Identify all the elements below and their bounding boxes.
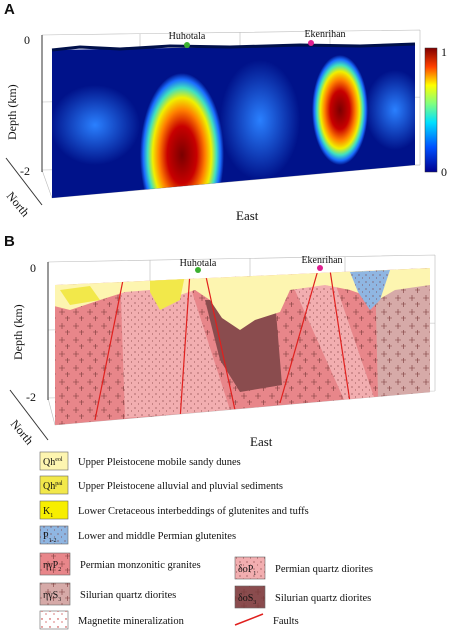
symbol-base: Qh	[43, 481, 55, 492]
symbol-sub: 3	[253, 600, 256, 606]
symbol-base: Qh	[43, 457, 55, 468]
legend-text: Permian quartz diorites	[275, 564, 373, 575]
faults	[94, 269, 351, 421]
legend-pattern	[40, 553, 70, 575]
depth-bottom: -2	[26, 390, 36, 404]
legend-text: Silurian quartz diorites	[275, 593, 371, 604]
legend-text: Lower and middle Permian glutenites	[78, 531, 236, 542]
colorbar-max: 1	[441, 45, 447, 59]
legend-text: Faults	[273, 616, 299, 627]
symbol-base: δoS	[238, 593, 253, 604]
symbol-base: δoP	[238, 564, 254, 575]
legend-swatch	[39, 451, 69, 471]
panel-label: B	[4, 233, 15, 250]
symbol-sup: pal	[55, 481, 63, 487]
y-axis-label: Depth (km)	[11, 304, 25, 360]
legend-pattern	[40, 611, 68, 629]
legend-pattern	[40, 583, 70, 605]
geologic-section	[55, 268, 430, 425]
legend-swatch	[234, 613, 264, 626]
symbol-base: P	[43, 531, 49, 542]
east-label: East	[236, 208, 259, 223]
legend-symbol: P1-2	[43, 531, 57, 544]
legend-pattern	[235, 557, 265, 579]
legend-swatch	[39, 500, 69, 520]
legend-text: Permian monzonitic granites	[80, 560, 201, 571]
legend-text: Magnetite mineralization	[78, 616, 185, 627]
legend-symbol: δoS3	[238, 593, 256, 606]
north-label: North	[8, 417, 37, 447]
site-label: Ekenrihan	[304, 29, 345, 40]
panel-b: B 0 -2 Depth (km) North East Huhotala Ek…	[4, 233, 436, 449]
panel-label: A	[4, 1, 15, 18]
symbol-base: ηγS	[43, 590, 58, 601]
symbol-base: ηγP	[43, 560, 59, 571]
depth-zero: 0	[24, 33, 30, 47]
y-axis-label: Depth (km)	[5, 84, 19, 140]
depth-zero: 0	[30, 261, 36, 275]
site-marker	[195, 267, 201, 273]
legend: Qheol Upper Pleistocene mobile sandy dune…	[39, 451, 373, 630]
legend-pattern	[40, 526, 68, 544]
colorbar-min: 0	[441, 165, 447, 179]
legend-pattern	[235, 586, 265, 608]
symbol-base: K	[43, 506, 51, 517]
legend-symbol: Qhpal	[43, 481, 63, 492]
site-label: Huhotala	[169, 31, 206, 42]
legend-symbol: ηγP2	[43, 560, 61, 573]
topography	[51, 42, 416, 52]
legend-swatch	[39, 475, 69, 495]
site-marker	[184, 42, 190, 48]
symbol-sub: 1	[253, 571, 256, 577]
site-label: Huhotala	[180, 258, 217, 269]
north-label: North	[4, 189, 33, 219]
symbol-sub: 1-2	[49, 538, 57, 544]
legend-text: Lower Cretaceous interbeddings of gluten…	[78, 506, 309, 517]
resistivity-section	[52, 44, 415, 198]
legend-symbol: K1	[43, 506, 53, 519]
north-axis	[9, 389, 49, 441]
colorbar	[424, 47, 438, 173]
legend-text: Upper Pleistocene mobile sandy dunes	[78, 457, 241, 468]
depth-bottom: -2	[20, 164, 30, 178]
north-axis	[5, 157, 43, 206]
symbol-sub: 3	[58, 597, 61, 603]
symbol-sup: eol	[55, 457, 63, 463]
legend-symbol: ηγS3	[43, 590, 61, 603]
site-label: Ekenrihan	[301, 255, 342, 266]
site-marker	[317, 265, 323, 271]
symbol-sub: 1	[50, 513, 53, 519]
legend-symbol: Qheol	[43, 457, 63, 468]
site-marker	[308, 40, 314, 46]
legend-text: Upper Pleistocene alluvial and pluvial s…	[78, 481, 283, 492]
east-label: East	[250, 434, 273, 449]
panel-a: A 0 -2 Depth (km) North East Huhotala Ek…	[4, 1, 447, 223]
symbol-sub: 2	[58, 567, 61, 573]
legend-symbol: δoP1	[238, 564, 256, 577]
legend-text: Silurian quartz diorites	[80, 590, 176, 601]
